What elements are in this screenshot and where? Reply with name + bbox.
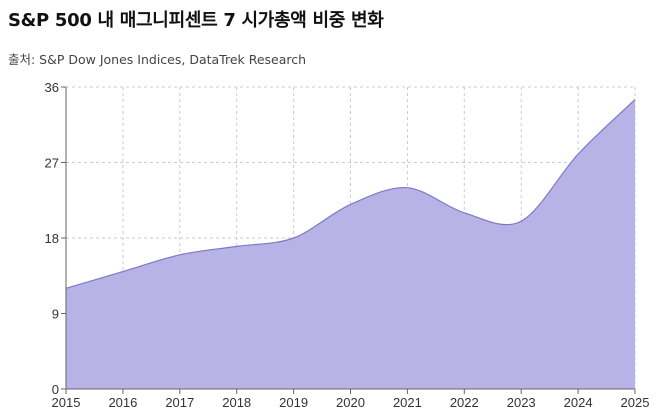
- y-tick-label: 27: [45, 156, 59, 171]
- y-tick-label: 9: [52, 307, 59, 322]
- x-tick-label: 2023: [507, 395, 536, 410]
- x-tick-label: 2019: [279, 395, 308, 410]
- x-tick-label: 2017: [165, 395, 194, 410]
- y-tick-label: 36: [45, 80, 59, 95]
- x-tick-label: 2015: [52, 395, 81, 410]
- area-layer: [65, 99, 636, 389]
- axes: [61, 86, 636, 394]
- x-tick-label: 2018: [222, 395, 251, 410]
- x-tick-label: 2024: [564, 395, 593, 410]
- y-tick-label: 18: [45, 231, 59, 246]
- series-line: [65, 99, 636, 289]
- tick-labels: 0 9 18 27 36 2015 2016 2017 2018 2019 2020 2021 2022…: [45, 80, 650, 410]
- y-tick-label: 0: [52, 382, 59, 397]
- chart-source: 출처: S&P Dow Jones Indices, DataTrek Rese…: [8, 52, 307, 67]
- area-fill: [66, 99, 635, 389]
- x-tick-label: 2021: [393, 395, 422, 410]
- x-tick-label: 2020: [336, 395, 365, 410]
- x-tick-label: 2022: [450, 395, 479, 410]
- x-tick-label: 2025: [621, 395, 650, 410]
- chart-title: S&P 500 내 매그니피센트 7 시가총액 비중 변화: [8, 10, 384, 31]
- x-tick-label: 2016: [108, 395, 137, 410]
